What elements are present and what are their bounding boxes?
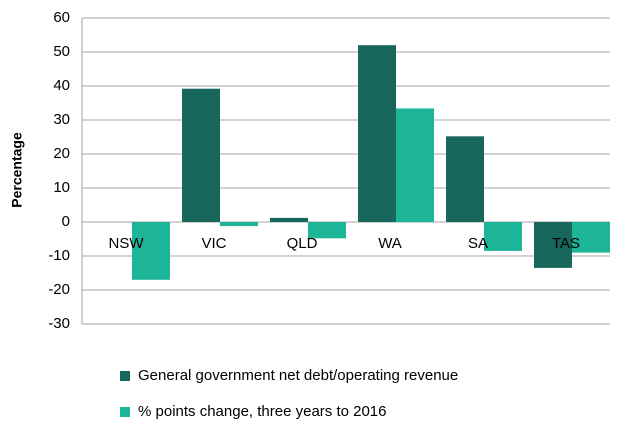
y-tick-label: 50 (53, 43, 70, 60)
y-tick-label: 40 (53, 77, 70, 94)
x-tick-label: VIC (201, 235, 226, 252)
legend-swatch (120, 407, 130, 417)
bar (534, 222, 572, 268)
y-tick-label: 60 (53, 9, 70, 26)
bar (358, 45, 396, 223)
y-tick-label: -20 (48, 281, 70, 298)
bar (572, 222, 610, 253)
bar (182, 88, 220, 222)
bar (132, 222, 170, 280)
bar (396, 108, 434, 222)
x-tick-label: WA (378, 235, 402, 252)
bar (270, 217, 308, 222)
y-tick-label: -30 (48, 315, 70, 332)
bar (484, 222, 522, 251)
bar (446, 136, 484, 222)
x-tick-label: SA (468, 235, 488, 252)
x-tick-label: NSW (109, 235, 145, 252)
legend-label: General government net debt/operating re… (138, 367, 458, 384)
x-tick-label: TAS (552, 235, 580, 252)
y-tick-label: -10 (48, 247, 70, 264)
y-tick-label: 10 (53, 179, 70, 196)
y-tick-label: 0 (62, 213, 70, 230)
x-tick-label: QLD (287, 235, 318, 252)
bar (308, 222, 346, 239)
legend-swatch (120, 371, 130, 381)
bar (220, 222, 258, 227)
y-tick-label: 30 (53, 111, 70, 128)
y-tick-label: 20 (53, 145, 70, 162)
legend-label: % points change, three years to 2016 (138, 403, 387, 420)
y-axis-label: Percentage (9, 132, 25, 208)
